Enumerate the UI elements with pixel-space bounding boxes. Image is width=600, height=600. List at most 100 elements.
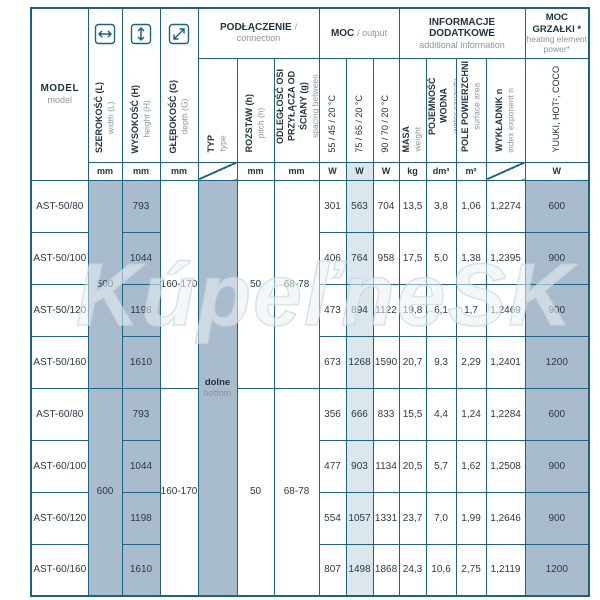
output-group-pl: MOC [330, 27, 355, 39]
exponent-cell: 1,2284 [485, 387, 526, 441]
temp-90-label: 90 / 70 / 20 °C [380, 94, 391, 153]
capacity-cell: 9,3 [425, 335, 457, 389]
model-header-en: model [47, 95, 72, 106]
unit-cell-capacity: dm³ [425, 161, 457, 181]
weight-cell: 17,5 [398, 231, 427, 285]
output-group-header: MOC / output [318, 7, 400, 59]
output-90-cell: 704 [372, 179, 400, 233]
heater-power-cell: 600 [524, 387, 590, 441]
output-55-cell: 477 [318, 439, 347, 493]
info-group-pl: INFORMACJE DODATKOWE [428, 16, 496, 39]
height-cell: 793 [121, 179, 161, 233]
output-90-cell: 1134 [372, 439, 400, 493]
output-55-cell: 406 [318, 231, 347, 285]
depth-header: GŁĘBOKOŚĆ (G) depth (G) [159, 7, 199, 163]
type-header-pl: TYP [206, 134, 217, 153]
area-cell: 2,75 [455, 543, 487, 597]
unit-cell-depth: mm [159, 161, 199, 181]
exponent-header: WYKŁADNIK n index exponent n [485, 57, 526, 163]
heater-power-cell: 900 [524, 491, 590, 545]
area-cell: 1,24 [455, 387, 487, 441]
exponent-cell: 1,2469 [485, 283, 526, 337]
exponent-cell: 1,2395 [485, 231, 526, 285]
pitch-header: ROZSTAW (h) pitch (h) [236, 57, 275, 163]
depth-arrow-icon [168, 23, 190, 45]
model-cell: AST-50/80 [30, 179, 89, 233]
width-arrow-icon [94, 23, 116, 45]
heater-power-cell: 1200 [524, 543, 590, 597]
temp-75-header: 75 / 65 / 20 °C [345, 57, 374, 163]
output-75-cell: 1057 [345, 491, 374, 545]
height-header-en: height (H) [141, 100, 152, 138]
weight-cell: 15,5 [398, 387, 427, 441]
mass-header-en: weight [412, 126, 423, 152]
exponent-header-en: index exponent n [505, 87, 516, 153]
unit-cell-w90: W [372, 161, 400, 181]
output-75-cell: 894 [345, 283, 374, 337]
heater-power-cell: 1200 [524, 335, 590, 389]
spacing-header-en: spacing between connector and wall (g) [309, 73, 320, 138]
capacity-cell: 3,8 [425, 179, 457, 233]
pitch-header-pl: ROZSTAW (h) [244, 94, 255, 153]
height-arrow-icon [130, 23, 152, 45]
table-row: AST-50/160 1610 673 1268 1590 20,7 9,3 2… [30, 335, 590, 389]
temp-75-label: 75 / 65 / 20 °C [353, 94, 364, 153]
output-75-cell: 563 [345, 179, 374, 233]
unit-cell-exponent-diagonal [485, 161, 526, 181]
output-90-cell: 1590 [372, 335, 400, 389]
connection-group-en: / connection [236, 22, 297, 44]
depth-header-pl: GŁĘBOKOŚĆ (G) [167, 79, 178, 154]
type-value-en: bottom [203, 388, 232, 399]
model-cell: AST-60/80 [30, 387, 89, 441]
unit-cell-height: mm [121, 161, 161, 181]
exponent-cell: 1,2119 [485, 543, 526, 597]
capacity-cell: 6,1 [425, 283, 457, 337]
depth-span-cell: 160-170 [159, 387, 199, 597]
area-cell: 1,06 [455, 179, 487, 233]
depth-span-cell: 160-170 [159, 179, 199, 389]
height-cell: 1610 [121, 335, 161, 389]
model-cell: AST-60/120 [30, 491, 89, 545]
unit-cell-spacing: mm [273, 161, 320, 181]
heater-power-cell: 900 [524, 439, 590, 493]
spacing-span-cell: 68-78 [273, 179, 320, 389]
capacity-cell: 5,7 [425, 439, 457, 493]
exponent-cell: 1,2508 [485, 439, 526, 493]
height-cell: 793 [121, 387, 161, 441]
pitch-span-cell: 50 [236, 387, 275, 597]
type-value-pl: dolne [204, 377, 231, 389]
width-header: SZEROKOŚĆ (L) width (L) [87, 7, 123, 163]
exponent-cell: 1,2646 [485, 491, 526, 545]
exponent-cell: 1,2274 [485, 179, 526, 233]
heater-power-cell: 600 [524, 179, 590, 233]
weight-cell: 20,7 [398, 335, 427, 389]
output-group-en: / output [357, 27, 388, 38]
connection-group-pl: PODŁĄCZENIE [220, 22, 292, 34]
type-span-cell: dolne bottom [197, 179, 238, 597]
capacity-cell: 7,0 [425, 491, 457, 545]
model-cell: AST-50/160 [30, 335, 89, 389]
weight-cell: 19,8 [398, 283, 427, 337]
model-cell: AST-60/160 [30, 543, 89, 597]
pitch-header-en: pitch (h) [255, 107, 266, 139]
capacity-cell: 10,6 [425, 543, 457, 597]
unit-cell-mass: kg [398, 161, 427, 181]
spacing-header-pl: ODLEGŁOŚĆ OSI PRZYŁĄCZA OD ŚCIANY (g) [274, 68, 308, 144]
temp-90-header: 90 / 70 / 20 °C [372, 57, 400, 163]
output-55-cell: 356 [318, 387, 347, 441]
output-55-cell: 473 [318, 283, 347, 337]
unit-cell-w75: W [345, 161, 374, 181]
heater-brands-header: YUUKI, HOT², COCO [524, 57, 590, 163]
capacity-cell: 5,0 [425, 231, 457, 285]
output-90-cell: 1122 [372, 283, 400, 337]
heater-power-cell: 900 [524, 231, 590, 285]
heater-group-en: heating element power* [526, 34, 588, 54]
height-header-pl: WYSOKOŚĆ (H) [129, 84, 140, 154]
output-90-cell: 1868 [372, 543, 400, 597]
info-group-header: INFORMACJE DODATKOWE additional informat… [398, 7, 526, 59]
capacity-header: POJEMNOŚĆ WODNA water capacity [425, 57, 457, 163]
height-cell: 1044 [121, 439, 161, 493]
heater-group-header: MOC GRZAŁKI * heating element power* [524, 7, 590, 59]
width-header-en: width (L) [105, 101, 116, 134]
height-cell: 1198 [121, 491, 161, 545]
